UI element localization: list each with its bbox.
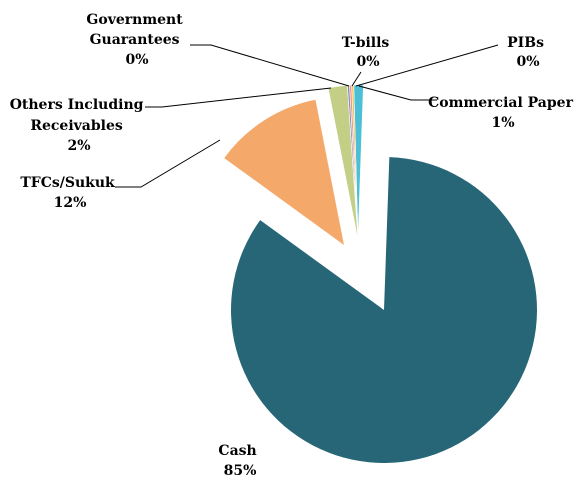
leader-tfcs (115, 139, 221, 188)
leader-others (145, 87, 332, 108)
data-labels: Government Guarantees 0% T-bills 0% PIBs… (10, 12, 578, 479)
label-commercial-paper-name: Commercial Paper (428, 95, 573, 111)
label-others-line1: Others Including (10, 97, 144, 113)
label-pibs: PIBs 0% (507, 35, 549, 70)
label-commercial-paper: Commercial Paper 1% (428, 95, 578, 131)
label-cash-pct: 85% (224, 463, 257, 479)
leader-government-guarantees (190, 44, 350, 87)
leader-commercial-paper (358, 85, 437, 101)
label-government-guarantees: Government Guarantees 0% (86, 12, 187, 68)
label-cash-name: Cash (218, 443, 256, 459)
label-tbills-pct: 0% (356, 54, 379, 70)
leader-lines (115, 44, 499, 188)
label-others-pct: 2% (67, 138, 90, 154)
label-tbills-name: T-bills (342, 35, 390, 51)
label-commercial-paper-pct: 1% (491, 115, 514, 131)
label-government-guarantees-pct: 0% (125, 52, 148, 68)
slice-cash (231, 157, 537, 463)
label-tfcs-pct: 12% (54, 195, 87, 211)
label-tfcs-name: TFCs/Sukuk (20, 175, 115, 191)
leader-pibs (355, 44, 499, 87)
label-pibs-pct: 0% (516, 54, 539, 70)
slice-tfcs-sukuk (224, 99, 344, 245)
leader-tbills (351, 71, 362, 87)
label-tfcs: TFCs/Sukuk 12% (20, 175, 119, 211)
label-government-guarantees-line1: Government (86, 12, 183, 28)
label-tbills: T-bills 0% (342, 35, 394, 70)
label-others: Others Including Receivables 2% (10, 97, 149, 154)
label-cash: Cash 85% (218, 443, 261, 479)
pie-slices (224, 84, 537, 463)
label-others-line2: Receivables (30, 118, 123, 134)
label-government-guarantees-line2: Guarantees (90, 32, 180, 48)
label-pibs-name: PIBs (507, 35, 544, 51)
